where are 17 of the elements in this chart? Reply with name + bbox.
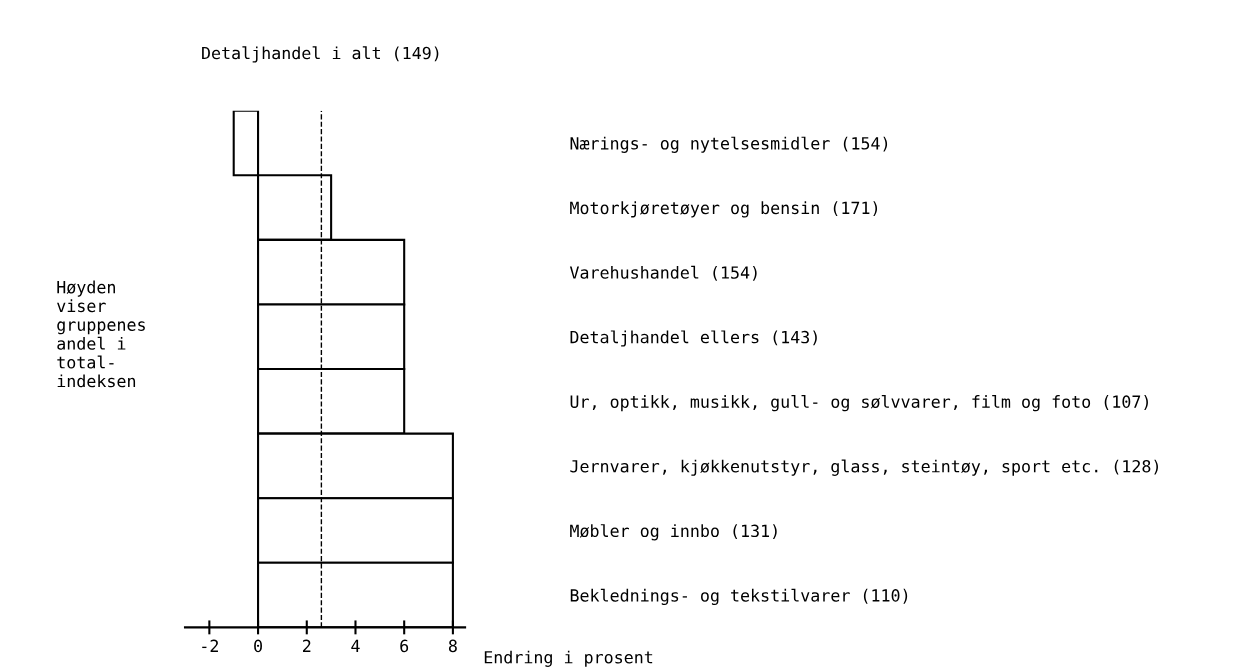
y-tick-label: Møbler og innbo (131) [570, 524, 777, 541]
y-tick-label: Ur, optikk, musikk, gull- og sølvvarer, film og foto (107) [570, 394, 1148, 412]
x-tick-label: 4 [351, 639, 360, 652]
x-tick-label: 8 [448, 639, 457, 653]
x-tick-label: 0 [254, 639, 262, 653]
x-tick-label: 2 [302, 639, 311, 652]
y-tick-label: Varehushandel (154) [569, 265, 757, 281]
y-tick-label: Jernvarer, kjøkkenutstyr, glass, steintøy, sport etc. (128) [570, 459, 1158, 476]
y-tick-label: Motorkjøretøyer og bensin (171) [570, 201, 878, 218]
x-axis-title: Endring i prosent [484, 650, 653, 667]
y-axis-title: Høyden viser gruppenes andel i total- indeksen [57, 280, 145, 388]
y-tick-label: Detaljhandel ellers (143) [570, 330, 817, 347]
y-tick-label: Beklednings- og tekstilvarer (110) [570, 588, 908, 606]
y-tick-label: Nærings- og nytelsesmidler (154) [570, 136, 888, 153]
ref-line-label: Detaljhandel i alt (149) [202, 46, 439, 63]
x-tick-label: 6 [400, 639, 409, 653]
x-tick-label: -2 [202, 639, 218, 652]
